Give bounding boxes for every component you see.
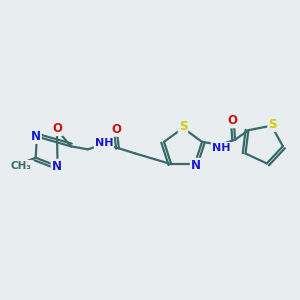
Text: N: N bbox=[31, 130, 41, 143]
Text: S: S bbox=[179, 121, 187, 134]
Text: O: O bbox=[111, 123, 121, 136]
Text: S: S bbox=[268, 118, 277, 131]
Text: NH: NH bbox=[212, 143, 230, 153]
Text: N: N bbox=[191, 159, 201, 172]
Text: NH: NH bbox=[95, 138, 113, 148]
Text: CH₃: CH₃ bbox=[10, 161, 31, 171]
Text: N: N bbox=[52, 160, 61, 173]
Text: O: O bbox=[227, 114, 237, 127]
Text: O: O bbox=[52, 122, 62, 135]
